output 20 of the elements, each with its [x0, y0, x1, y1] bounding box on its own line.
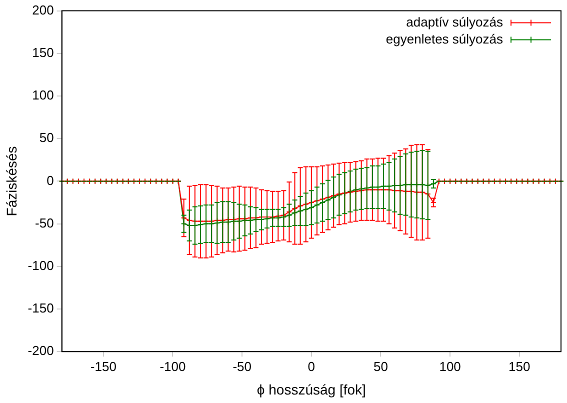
y-tick-label: -150 [28, 300, 54, 316]
y-tick-label: 200 [32, 2, 54, 18]
x-tick-label: -100 [160, 358, 186, 374]
y-axis-title: Fáziskésés [3, 146, 20, 216]
x-tick-label: 0 [308, 358, 316, 374]
x-tick-label: 50 [374, 358, 388, 374]
x-tick-label: -50 [232, 358, 252, 374]
legend-label: adaptív súlyozás [406, 14, 504, 30]
x-axis-title: ϕ hosszúság [fok] [256, 381, 366, 398]
legend-label: egyenletes súlyozás [386, 31, 504, 46]
y-tick-label: -200 [28, 343, 54, 358]
y-tick-label: 50 [39, 130, 54, 146]
y-tick-label: 150 [32, 44, 54, 60]
y-tick-label: -100 [28, 258, 54, 273]
y-tick-label: 0 [46, 172, 54, 188]
y-tick-label: 100 [32, 88, 54, 103]
y-tick-label: -50 [35, 215, 54, 230]
x-tick-label: -150 [90, 358, 116, 374]
x-tick-label: 150 [508, 358, 530, 374]
x-tick-label: 100 [439, 358, 461, 374]
